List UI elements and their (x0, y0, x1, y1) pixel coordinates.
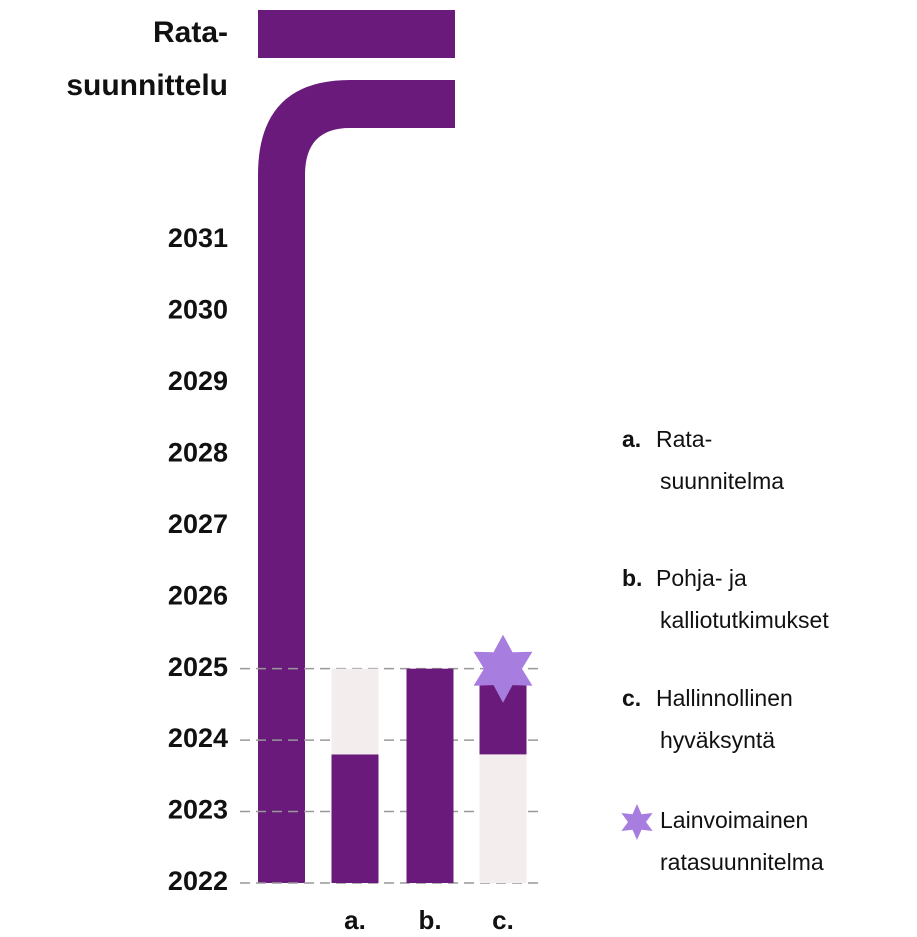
bar-segment (406, 668, 454, 883)
y-tick-label: 2028 (168, 437, 228, 467)
y-tick-label: 2024 (168, 723, 228, 753)
bar-segment (331, 668, 379, 755)
main-bar (258, 10, 455, 883)
title-line: Rata- (153, 16, 228, 49)
y-tick-label: 2027 (168, 509, 228, 539)
y-tick-label: 2029 (168, 366, 228, 396)
legend-text: hyväksyntä (660, 727, 775, 753)
legend-text: Pohja- ja (656, 565, 747, 591)
y-tick-label: 2023 (168, 795, 228, 825)
y-tick-label: 2031 (168, 223, 228, 253)
x-tick-label: c. (492, 905, 514, 935)
legend-text: ratasuunnitelma (660, 849, 824, 875)
legend-key: c. (622, 685, 641, 711)
x-tick-label: a. (344, 905, 366, 935)
x-tick-label: b. (418, 905, 441, 935)
legend-text: Rata- (656, 426, 712, 452)
legend-key: b. (622, 565, 642, 591)
legend-text: Hallinnollinen (656, 685, 793, 711)
y-tick-label: 2025 (168, 652, 228, 682)
bar-segment (479, 754, 527, 883)
title-line: suunnittelu (66, 69, 228, 102)
y-tick-label: 2030 (168, 295, 228, 325)
bar-segment (331, 754, 379, 883)
legend-star (621, 804, 653, 840)
y-tick-label: 2026 (168, 580, 228, 610)
legend-text: Lainvoimainen (660, 807, 808, 833)
y-tick-label: 2022 (168, 866, 228, 896)
star-marker (473, 634, 533, 703)
legend-text: suunnitelma (660, 468, 784, 494)
legend-text: kalliotutkimukset (660, 607, 829, 633)
legend-key: a. (622, 426, 641, 452)
